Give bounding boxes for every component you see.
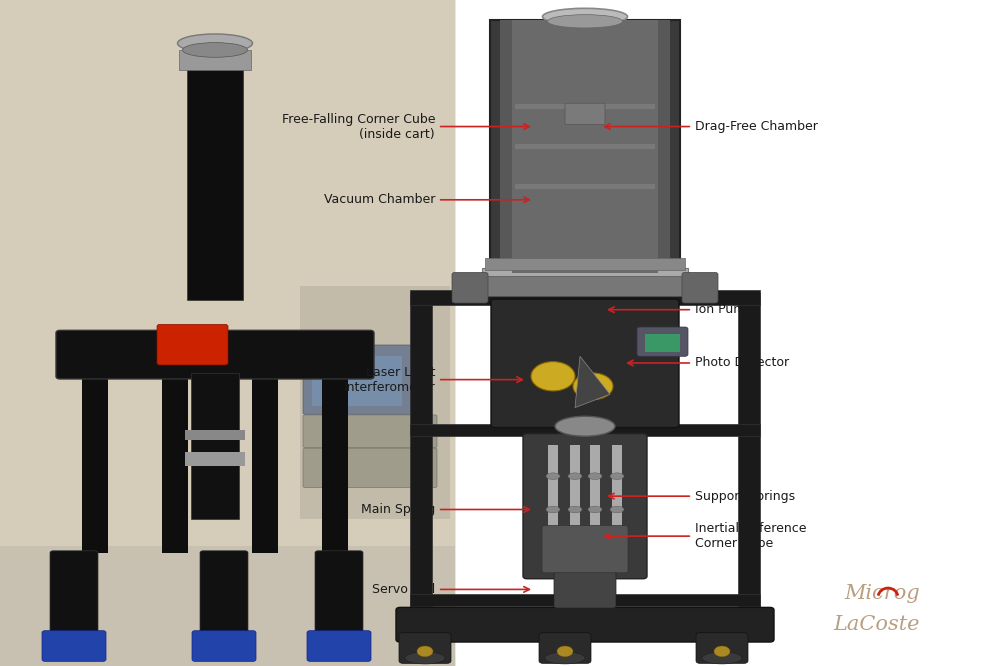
Text: Main Spring: Main Spring xyxy=(361,503,529,516)
Text: Drag-Free Chamber: Drag-Free Chamber xyxy=(605,120,818,133)
Circle shape xyxy=(557,646,573,657)
Text: Servo Coil: Servo Coil xyxy=(372,583,529,596)
Polygon shape xyxy=(575,356,610,408)
FancyBboxPatch shape xyxy=(303,345,417,414)
Bar xyxy=(570,445,580,568)
Circle shape xyxy=(417,646,433,657)
Bar xyxy=(312,356,402,406)
Circle shape xyxy=(531,362,575,391)
Ellipse shape xyxy=(548,15,622,28)
FancyBboxPatch shape xyxy=(491,299,679,428)
Bar xyxy=(512,20,658,273)
Text: Photo Detector: Photo Detector xyxy=(628,356,789,370)
FancyBboxPatch shape xyxy=(682,272,718,303)
Bar xyxy=(455,0,1000,666)
FancyBboxPatch shape xyxy=(637,327,688,356)
Circle shape xyxy=(573,373,613,400)
Ellipse shape xyxy=(405,652,445,664)
FancyBboxPatch shape xyxy=(542,525,628,573)
Bar xyxy=(482,268,688,284)
Bar xyxy=(0,0,455,666)
FancyBboxPatch shape xyxy=(192,631,256,661)
Ellipse shape xyxy=(542,8,628,25)
Bar xyxy=(485,258,685,270)
Circle shape xyxy=(714,646,730,657)
Ellipse shape xyxy=(610,539,624,546)
FancyBboxPatch shape xyxy=(554,572,616,608)
Ellipse shape xyxy=(588,539,602,546)
FancyBboxPatch shape xyxy=(396,607,774,642)
Bar xyxy=(187,50,243,300)
Bar xyxy=(410,424,760,436)
Text: Laser Light
Interferometer: Laser Light Interferometer xyxy=(343,366,522,394)
FancyBboxPatch shape xyxy=(315,551,363,641)
Bar xyxy=(191,373,239,519)
FancyBboxPatch shape xyxy=(200,551,248,641)
Bar xyxy=(490,20,680,276)
Text: Microg: Microg xyxy=(844,583,920,603)
Bar xyxy=(322,373,348,553)
Text: Support Springs: Support Springs xyxy=(609,490,795,503)
Bar xyxy=(515,104,655,109)
FancyBboxPatch shape xyxy=(399,633,451,663)
Bar xyxy=(185,452,245,466)
Bar xyxy=(162,373,188,553)
Ellipse shape xyxy=(545,652,585,664)
Ellipse shape xyxy=(182,43,248,57)
Bar xyxy=(738,293,760,613)
FancyBboxPatch shape xyxy=(42,631,106,661)
Bar xyxy=(0,546,455,666)
Bar xyxy=(515,144,655,149)
Bar xyxy=(185,430,245,440)
FancyBboxPatch shape xyxy=(696,633,748,663)
Text: Vacuum Chamber: Vacuum Chamber xyxy=(324,193,529,206)
FancyBboxPatch shape xyxy=(56,330,374,379)
FancyBboxPatch shape xyxy=(565,103,605,125)
Bar xyxy=(515,184,655,189)
Ellipse shape xyxy=(546,539,560,546)
Ellipse shape xyxy=(555,416,615,436)
Bar xyxy=(410,594,760,606)
Text: Inertial Reference
Corner Cube: Inertial Reference Corner Cube xyxy=(605,522,806,550)
Bar xyxy=(82,373,108,553)
Ellipse shape xyxy=(610,506,624,513)
FancyBboxPatch shape xyxy=(303,415,437,448)
Bar xyxy=(548,445,558,568)
Text: Ion Pump: Ion Pump xyxy=(609,303,753,316)
FancyBboxPatch shape xyxy=(523,434,647,579)
Text: Free-Falling Corner Cube
(inside cart): Free-Falling Corner Cube (inside cart) xyxy=(282,113,529,141)
Ellipse shape xyxy=(568,506,582,513)
Bar xyxy=(500,20,670,273)
Ellipse shape xyxy=(702,652,742,664)
Ellipse shape xyxy=(568,473,582,480)
Ellipse shape xyxy=(588,506,602,513)
FancyBboxPatch shape xyxy=(303,448,437,488)
Text: LaCoste: LaCoste xyxy=(834,615,920,634)
Ellipse shape xyxy=(546,506,560,513)
Ellipse shape xyxy=(568,539,582,546)
Ellipse shape xyxy=(178,34,252,53)
FancyBboxPatch shape xyxy=(452,272,488,303)
FancyBboxPatch shape xyxy=(539,633,591,663)
FancyBboxPatch shape xyxy=(307,631,371,661)
Bar xyxy=(410,290,760,305)
Bar xyxy=(480,276,690,296)
Bar xyxy=(590,445,600,568)
Bar xyxy=(645,334,680,352)
Ellipse shape xyxy=(546,473,560,480)
Bar xyxy=(410,293,432,613)
FancyBboxPatch shape xyxy=(50,551,98,641)
Bar xyxy=(612,445,622,568)
Ellipse shape xyxy=(610,473,624,480)
FancyBboxPatch shape xyxy=(157,324,228,365)
Bar xyxy=(252,373,278,553)
Bar xyxy=(300,286,450,519)
Ellipse shape xyxy=(588,473,602,480)
Bar xyxy=(179,50,251,70)
